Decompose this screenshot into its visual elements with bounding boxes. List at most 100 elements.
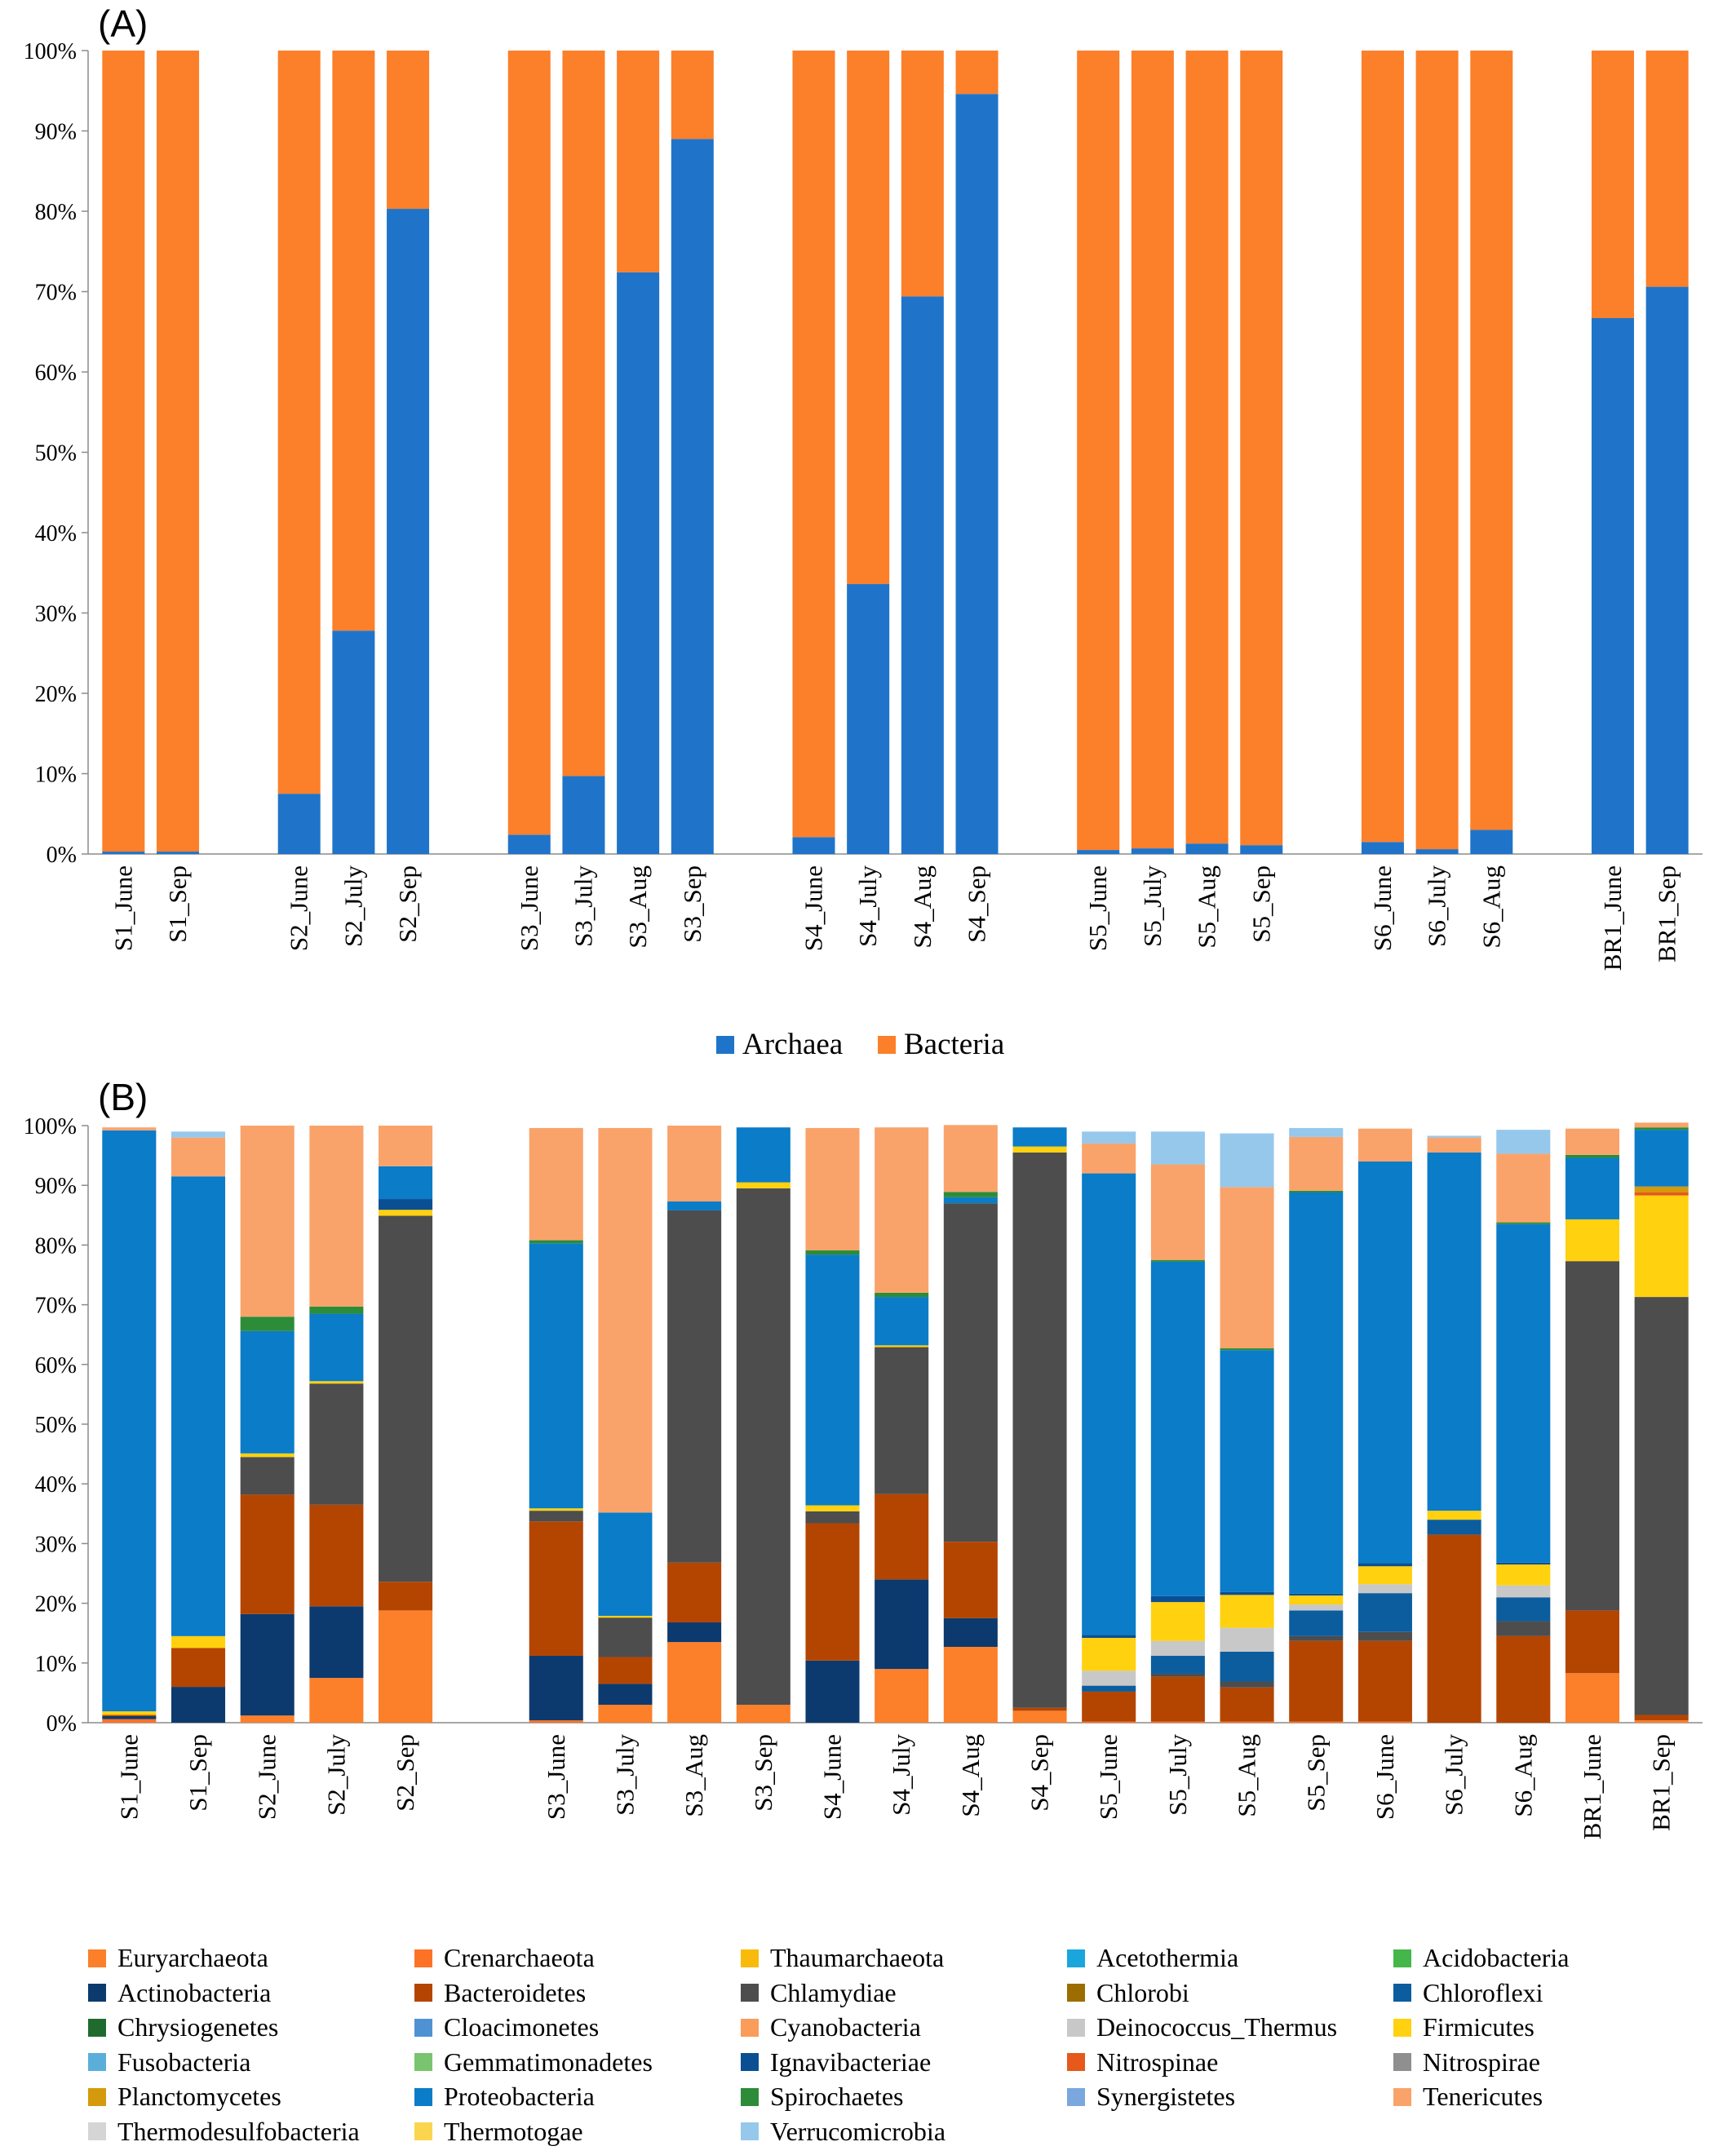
legend-item-actinobacteria: Actinobacteria bbox=[88, 1978, 271, 2008]
bar-segment-verrucomicrobia bbox=[1082, 1131, 1136, 1144]
bar-segment-chloroflexi bbox=[1220, 1651, 1274, 1682]
x-tick-label: S2_July bbox=[339, 865, 367, 947]
bar-segment-proteobacteria bbox=[1012, 1127, 1067, 1147]
bar-segment-bacteria bbox=[507, 51, 551, 835]
bar-segment-spirochaetes bbox=[1565, 1154, 1620, 1158]
y-tick-label: 60% bbox=[35, 361, 77, 386]
legend-label: Spirochaetes bbox=[770, 2082, 904, 2111]
bar-segment-euryarchaeota bbox=[309, 1678, 364, 1723]
bar-segment-actinobacteria bbox=[667, 1622, 722, 1643]
bar-segment-chlamydiae bbox=[1496, 1621, 1551, 1636]
bar-segment-proteobacteria bbox=[102, 1130, 157, 1712]
y-tick-label: 50% bbox=[35, 441, 77, 467]
bar-segment-euryarchaeota bbox=[875, 1669, 929, 1723]
bar-segment-euryarchaeota bbox=[598, 1705, 653, 1723]
legend-swatch bbox=[88, 1949, 106, 1967]
bar-segment-proteobacteria bbox=[805, 1255, 860, 1506]
legend-item-verrucomicrobia: Verrucomicrobia bbox=[741, 2117, 946, 2147]
legend-swatch bbox=[414, 2087, 432, 2106]
bar-segment-bacteroidetes bbox=[1427, 1534, 1481, 1723]
bar-segment-spirochaetes bbox=[529, 1240, 583, 1244]
legend-item-nitrospinae: Nitrospinae bbox=[1067, 2047, 1218, 2078]
legend-swatch bbox=[1067, 1984, 1085, 2002]
bar-segment-chlamydiae bbox=[379, 1215, 433, 1582]
bar-segment-chlamydiae bbox=[1289, 1635, 1344, 1641]
bar-segment-bacteroidetes bbox=[598, 1657, 653, 1684]
bar-segment-spirochaetes bbox=[943, 1192, 998, 1197]
x-tick-label: S6_June bbox=[1371, 1734, 1399, 1820]
legend-label: Chrysiogenetes bbox=[117, 2012, 279, 2042]
x-tick-label: S3_June bbox=[515, 865, 543, 951]
bar-segment-bacteria bbox=[1361, 51, 1404, 843]
bar-segment-tenericutes bbox=[943, 1125, 998, 1193]
legend-item-chloroflexi: Chloroflexi bbox=[1393, 1978, 1543, 2008]
bar-segment-archaea bbox=[1185, 843, 1229, 854]
y-tick-label: 10% bbox=[35, 763, 77, 788]
bar-segment-firmicutes bbox=[170, 1635, 226, 1648]
bar-segment-firmicutes bbox=[1082, 1638, 1136, 1671]
x-tick-label: S4_Aug bbox=[956, 1734, 985, 1817]
bar-segment-chlamydiae bbox=[529, 1511, 583, 1522]
legend-item-nitrospirae: Nitrospirae bbox=[1393, 2047, 1540, 2078]
bar-segment-tenericutes bbox=[875, 1127, 929, 1293]
legend-item-fusobacteria: Fusobacteria bbox=[88, 2047, 251, 2078]
bar-segment-crenarchaeota bbox=[1150, 1721, 1205, 1723]
y-tick-label: 80% bbox=[35, 1233, 77, 1259]
x-tick-label: S2_July bbox=[321, 1734, 350, 1816]
bar-segment-verrucomicrobia bbox=[1289, 1127, 1344, 1137]
bar-segment-actinobacteria bbox=[102, 1715, 157, 1719]
bar-segment-tenericutes bbox=[1427, 1137, 1481, 1153]
bar-segment-spirochaetes bbox=[875, 1292, 929, 1298]
x-tick-label: S2_Sep bbox=[391, 1734, 419, 1812]
chart-panel-a: 0% 10% 20% 30% 40% 50% 60% 70% 80% 90% 100% S1_June… bbox=[24, 39, 1703, 971]
bar-segment-tenericutes bbox=[102, 1127, 157, 1131]
bar-segment-bacteroidetes bbox=[667, 1562, 722, 1623]
bar-segment-crenarchaeota bbox=[1289, 1721, 1344, 1723]
bar-segment-bacteroidetes bbox=[805, 1523, 860, 1661]
bar-segment-firmicutes bbox=[379, 1210, 433, 1216]
x-tick-label: S6_Aug bbox=[1477, 865, 1505, 949]
bar-segment-euryarchaeota bbox=[1565, 1673, 1620, 1723]
legend-item-ignavibacteriae: Ignavibacteriae bbox=[741, 2047, 931, 2078]
legend-label: Gemmatimonadetes bbox=[444, 2047, 653, 2077]
x-tick-label: S6_Aug bbox=[1508, 1734, 1537, 1817]
bar-segment-euryarchaeota bbox=[1012, 1710, 1067, 1723]
legend-item-bacteroidetes: Bacteroidetes bbox=[414, 1978, 586, 2008]
bar-segment-archaea bbox=[1361, 842, 1404, 854]
bar-segment-deinococcus-thermus bbox=[1289, 1604, 1344, 1611]
legend-label: Proteobacteria bbox=[444, 2082, 595, 2111]
legend-item-spirochaetes: Spirochaetes bbox=[741, 2082, 904, 2112]
bar-segment-chloroflexi bbox=[1496, 1597, 1551, 1622]
bar-segment-proteobacteria bbox=[598, 1512, 653, 1616]
x-tick-label: BR1_June bbox=[1598, 865, 1627, 971]
chart-panel-b: 0% 10% 20% 30% 40% 50% 60% 70% 80% 90% 100% S1_June… bbox=[24, 1114, 1703, 1839]
bar-segment-actinobacteria bbox=[309, 1606, 364, 1679]
bar-segment-proteobacteria bbox=[875, 1297, 929, 1346]
bar-segment-ignavibacteriae bbox=[1357, 1563, 1412, 1567]
bar-segment-chloroflexi bbox=[1427, 1520, 1481, 1535]
x-tick-label: S3_July bbox=[569, 865, 597, 947]
y-tick-label: 100% bbox=[24, 1114, 77, 1139]
y-tick-label: 40% bbox=[35, 521, 77, 546]
bar-segment-tenericutes bbox=[379, 1126, 433, 1166]
bar-segment-proteobacteria bbox=[667, 1201, 722, 1210]
bar-segment-firmicutes bbox=[1565, 1219, 1620, 1262]
panel-a-label: (A) bbox=[98, 2, 148, 45]
bar-segment-actinobacteria bbox=[598, 1684, 653, 1706]
bar-segment-firmicutes bbox=[875, 1345, 929, 1347]
legend-label: Chlamydiae bbox=[770, 1977, 897, 2007]
bar-segment-bacteria bbox=[1415, 51, 1459, 850]
legend-label: Thermodesulfobacteria bbox=[117, 2116, 360, 2146]
bar-segment-archaea bbox=[332, 631, 375, 854]
legend-label: Fusobacteria bbox=[117, 2047, 251, 2077]
bar-segment-proteobacteria bbox=[1565, 1157, 1620, 1219]
bar-segment-proteobacteria bbox=[1634, 1130, 1689, 1187]
bar-segment-bacteria bbox=[847, 51, 890, 585]
bar-segment-chlamydiae bbox=[1150, 1673, 1205, 1677]
bar-segment-tenericutes bbox=[805, 1127, 860, 1250]
bar-segment-chlamydiae bbox=[805, 1511, 860, 1524]
x-tick-label: S5_Aug bbox=[1193, 865, 1221, 949]
bar-segment-firmicutes bbox=[736, 1182, 790, 1188]
bar-segment-chlamydiae bbox=[736, 1188, 790, 1706]
